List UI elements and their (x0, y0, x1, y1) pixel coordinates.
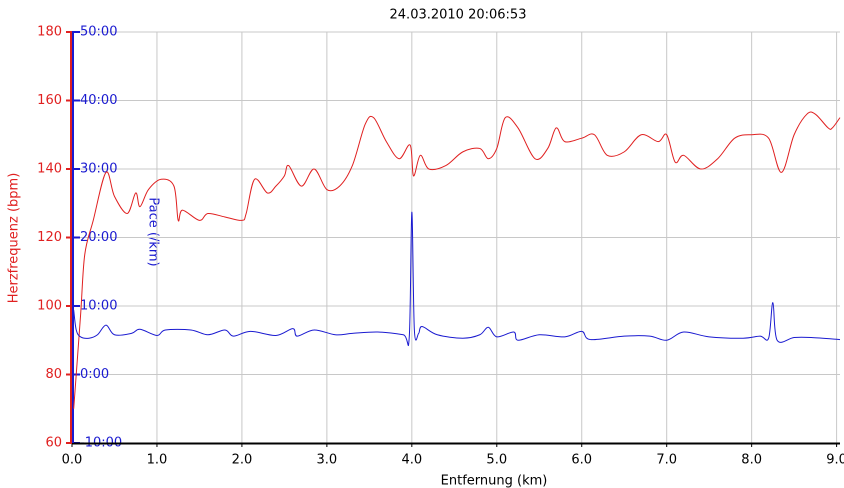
y2-tick-label: 10:00 (80, 299, 117, 314)
y-tick-label: 60 (45, 436, 62, 451)
x-axis-label: Entfernung (km) (441, 474, 548, 488)
x-tick-label: 4.0 (401, 453, 422, 468)
y-tick-label: 80 (45, 367, 62, 382)
y2-tick-label: 20:00 (80, 230, 117, 245)
data-line (73, 111, 841, 409)
chart-title: 24.03.2010 20:06:53 (390, 8, 527, 23)
y2-tick-label: 50:00 (80, 25, 117, 40)
y-tick-label: 180 (37, 25, 62, 40)
x-tick-label: 7.0 (656, 453, 677, 468)
y-axis-label: Herzfrequenz (bpm) (7, 173, 22, 304)
y2-tick-label: 40:00 (80, 93, 117, 108)
x-tick-label: 2.0 (232, 453, 253, 468)
y-tick-label: 160 (37, 93, 62, 108)
x-tick-label: 1.0 (147, 453, 168, 468)
y-tick-label: 120 (37, 230, 62, 245)
y2-tick-label: 30:00 (80, 162, 117, 177)
y-tick-label: 100 (37, 299, 62, 314)
x-tick-label: 6.0 (571, 453, 592, 468)
x-tick-label: 5.0 (486, 453, 507, 468)
data-line (73, 211, 841, 346)
y-tick-label: 140 (37, 162, 62, 177)
y2-tick-label: 0:00 (80, 367, 109, 382)
y2-axis-label: Pace (/km) (146, 197, 161, 266)
x-tick-label: 3.0 (317, 453, 338, 468)
x-tick-label: 8.0 (741, 453, 762, 468)
x-tick-label: 0.0 (62, 453, 83, 468)
x-tick-label: 9.0 (826, 453, 844, 468)
